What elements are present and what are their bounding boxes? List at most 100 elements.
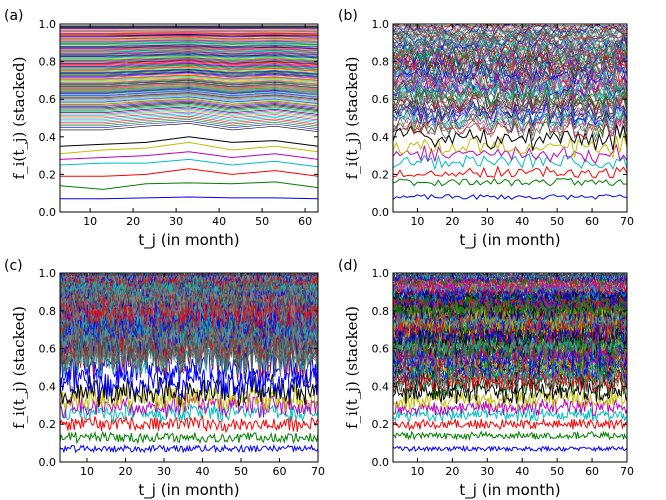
x-tick-label: 30 xyxy=(480,215,494,228)
series-line-1 xyxy=(60,196,318,200)
series-lines xyxy=(393,24,627,201)
series-line-90 xyxy=(60,44,318,47)
series-line-62 xyxy=(60,65,318,71)
y-tick-label: 0.8 xyxy=(39,56,57,69)
series-line-4 xyxy=(393,406,627,423)
x-tick-label: 20 xyxy=(445,465,459,478)
series-line-44 xyxy=(60,80,318,88)
y-tick-label: 0.8 xyxy=(372,56,390,69)
series-line-107 xyxy=(60,32,318,34)
series-line-94 xyxy=(60,41,318,44)
series-line-100 xyxy=(60,37,318,40)
series-line-14 xyxy=(393,106,627,131)
series-line-111 xyxy=(60,29,318,31)
series-line-2 xyxy=(60,430,318,445)
series-line-84 xyxy=(60,48,318,52)
series-line-31 xyxy=(393,82,627,111)
series-line-97 xyxy=(60,39,318,42)
series-line-34 xyxy=(60,90,318,98)
x-tick-label: 10 xyxy=(83,215,97,228)
y-axis-label: f_i(t_j) (stacked) xyxy=(343,306,361,429)
panel-letter: (a) xyxy=(4,8,24,24)
series-line-96 xyxy=(393,27,627,43)
series-line-98 xyxy=(60,38,318,41)
series-line-5 xyxy=(393,143,627,165)
series-line-63 xyxy=(60,64,318,70)
plot-frame xyxy=(59,272,319,463)
series-line-39 xyxy=(60,85,318,93)
series-line-46 xyxy=(60,79,318,86)
series-line-105 xyxy=(60,33,318,36)
series-line-72 xyxy=(60,57,318,62)
series-lines xyxy=(60,273,318,454)
series-line-4 xyxy=(393,153,627,171)
series-line-17 xyxy=(60,108,318,118)
series-line-80 xyxy=(60,51,318,56)
x-axis-label: t_j (in month) xyxy=(138,231,239,250)
y-tick-label: 0.2 xyxy=(372,418,390,431)
y-tick-label: 0.8 xyxy=(39,305,57,318)
series-line-42 xyxy=(60,82,318,90)
series-line-47 xyxy=(60,78,318,85)
x-tick-label: 70 xyxy=(311,465,325,478)
series-line-60 xyxy=(60,67,318,73)
series-line-23 xyxy=(60,101,318,110)
series-line-52 xyxy=(393,60,627,87)
series-line-33 xyxy=(60,91,318,99)
series-line-66 xyxy=(60,62,318,67)
series-lines xyxy=(60,25,318,200)
series-line-91 xyxy=(60,43,318,47)
series-line-106 xyxy=(393,24,627,32)
chart-panel-2: 0.0 0.2 0.4 0.6 0.8 1.0 10 20 30 40 50 60 70 (b) f_i(t… xyxy=(338,8,634,250)
series-line-53 xyxy=(60,73,318,79)
series-line-49 xyxy=(60,76,318,83)
series-line-110 xyxy=(60,30,318,32)
series-line-85 xyxy=(60,47,318,52)
series-line-37 xyxy=(60,87,318,95)
x-tick-label: 40 xyxy=(515,465,529,478)
chart-panel-1: 0.0 0.2 0.4 0.6 0.8 1.0 10 20 30 40 50 60 (a) f_i(t_j… xyxy=(4,8,319,250)
chart-panel-3: 0.0 0.2 0.4 0.6 0.8 1.0 10 20 30 40 50 60 70 (c) f_i(t… xyxy=(4,258,325,500)
x-tick-label: 50 xyxy=(550,215,564,228)
series-line-40 xyxy=(60,84,318,92)
x-tick-label: 20 xyxy=(126,215,140,228)
x-tick-label: 50 xyxy=(234,465,248,478)
y-tick-label: 0.4 xyxy=(372,380,390,393)
series-line-16 xyxy=(60,110,318,119)
series-line-3 xyxy=(60,168,318,177)
y-tick-label: 1.0 xyxy=(39,267,57,280)
series-line-86 xyxy=(60,47,318,51)
plot-frame xyxy=(59,23,319,213)
series-line-84 xyxy=(393,35,627,55)
x-tick-label: 10 xyxy=(80,465,94,478)
series-line-22 xyxy=(393,95,627,120)
series-line-65 xyxy=(393,49,627,76)
series-line-4 xyxy=(60,158,318,168)
series-line-83 xyxy=(60,49,318,53)
x-tick-label: 50 xyxy=(255,215,269,228)
series-line-64 xyxy=(60,64,318,69)
y-tick-label: 0.4 xyxy=(372,131,390,144)
series-line-10 xyxy=(393,113,627,139)
series-line-25 xyxy=(60,99,318,108)
panel-letter: (d) xyxy=(338,258,358,274)
y-tick-label: 0.2 xyxy=(372,168,390,181)
x-axis-label: t_j (in month) xyxy=(459,481,560,500)
series-line-101 xyxy=(393,24,627,38)
series-line-57 xyxy=(60,69,318,75)
x-tick-label: 20 xyxy=(118,465,132,478)
series-line-3 xyxy=(393,165,627,179)
series-line-3 xyxy=(60,414,318,434)
series-line-69 xyxy=(60,60,318,65)
series-line-6 xyxy=(60,141,318,155)
x-tick-label: 60 xyxy=(272,465,286,478)
y-tick-label: 0.6 xyxy=(39,93,57,106)
x-tick-label: 40 xyxy=(195,465,209,478)
series-line-3 xyxy=(393,417,627,432)
series-line-1 xyxy=(393,444,627,453)
series-line-28 xyxy=(60,96,318,104)
series-line-20 xyxy=(60,105,318,114)
series-line-9 xyxy=(60,120,318,130)
series-line-10 xyxy=(60,119,318,128)
